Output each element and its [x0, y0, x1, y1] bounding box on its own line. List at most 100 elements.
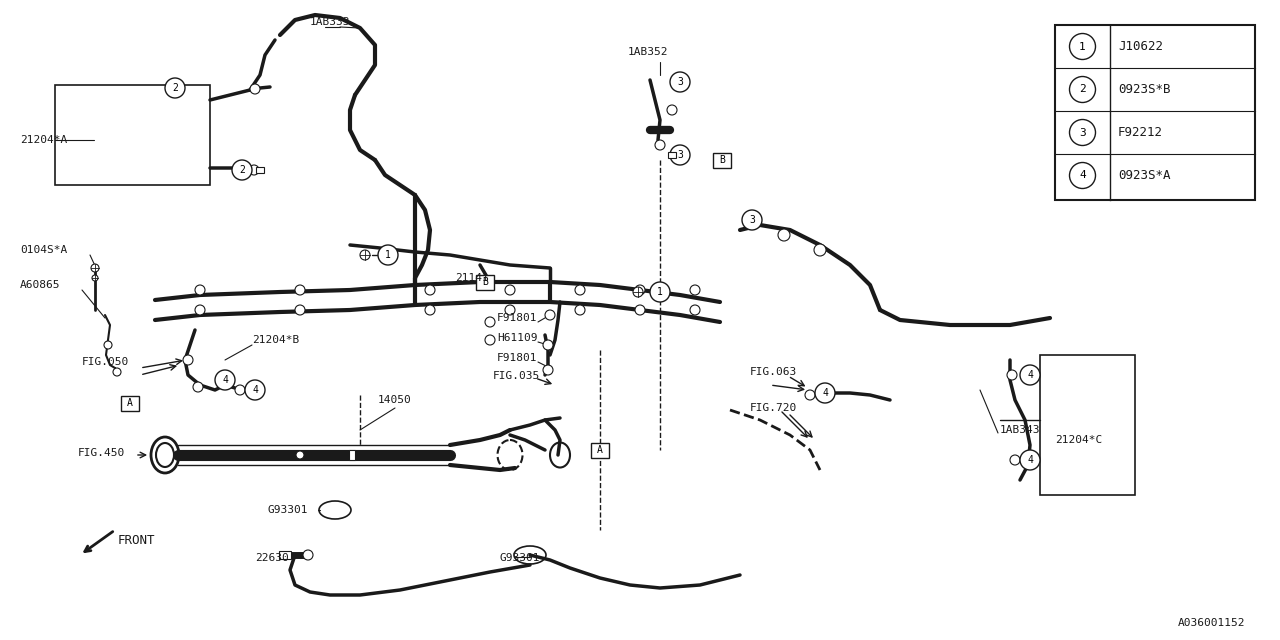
Circle shape [543, 340, 553, 350]
Text: 2: 2 [1079, 84, 1085, 95]
Circle shape [805, 390, 815, 400]
Circle shape [1070, 120, 1096, 145]
Text: 2: 2 [239, 165, 244, 175]
Circle shape [575, 285, 585, 295]
Circle shape [425, 305, 435, 315]
Text: H61109: H61109 [497, 333, 538, 343]
Text: 22630: 22630 [255, 553, 289, 563]
Circle shape [378, 245, 398, 265]
Circle shape [294, 285, 305, 295]
Circle shape [690, 285, 700, 295]
Text: 14050: 14050 [378, 395, 412, 405]
Text: A036001152: A036001152 [1178, 618, 1245, 628]
Circle shape [669, 72, 690, 92]
Bar [279, 551, 291, 559]
Text: 1AB352: 1AB352 [628, 47, 668, 57]
Circle shape [183, 355, 193, 365]
Circle shape [250, 84, 260, 94]
Text: 4: 4 [822, 388, 828, 398]
Circle shape [635, 305, 645, 315]
Text: 1: 1 [1079, 42, 1085, 51]
Circle shape [193, 382, 204, 392]
Bar [55, 85, 210, 185]
Circle shape [1010, 455, 1020, 465]
Circle shape [425, 285, 435, 295]
Text: 3: 3 [677, 77, 684, 87]
Text: 3: 3 [677, 150, 684, 160]
Circle shape [635, 285, 645, 295]
Bar [476, 275, 494, 289]
Text: B: B [483, 277, 488, 287]
Text: 3: 3 [749, 215, 755, 225]
Circle shape [1070, 33, 1096, 60]
Bar [668, 152, 676, 158]
Circle shape [575, 305, 585, 315]
Text: 3: 3 [1079, 127, 1085, 138]
Circle shape [236, 385, 244, 395]
Text: 4: 4 [221, 375, 228, 385]
Text: 1AB343: 1AB343 [1000, 425, 1041, 435]
Circle shape [165, 78, 186, 98]
Bar [349, 450, 355, 460]
Circle shape [506, 285, 515, 295]
Text: FIG.063: FIG.063 [750, 367, 797, 377]
Text: 21141: 21141 [454, 273, 489, 283]
Circle shape [667, 105, 677, 115]
Text: FIG.035: FIG.035 [493, 371, 540, 381]
Circle shape [545, 310, 556, 320]
Text: 4: 4 [1027, 370, 1033, 380]
Circle shape [1070, 163, 1096, 189]
Circle shape [1020, 450, 1039, 470]
Bar [122, 396, 140, 410]
Text: 0923S*B: 0923S*B [1117, 83, 1170, 96]
Circle shape [814, 244, 826, 256]
Circle shape [655, 140, 666, 150]
Circle shape [485, 317, 495, 327]
Text: 1AB333: 1AB333 [310, 17, 351, 27]
Bar [256, 167, 264, 173]
Text: FRONT: FRONT [118, 534, 155, 547]
Text: 1: 1 [657, 287, 663, 297]
Circle shape [485, 335, 495, 345]
Text: F91801: F91801 [497, 313, 538, 323]
Text: A: A [127, 398, 133, 408]
Circle shape [250, 165, 259, 175]
Text: FIG.720: FIG.720 [750, 403, 797, 413]
Text: F91801: F91801 [497, 353, 538, 363]
Text: F92212: F92212 [1117, 126, 1164, 139]
Circle shape [244, 380, 265, 400]
Text: FIG.450: FIG.450 [78, 448, 125, 458]
Circle shape [91, 264, 99, 272]
Text: 1: 1 [385, 250, 390, 260]
Bar [591, 442, 609, 458]
Circle shape [104, 341, 113, 349]
Circle shape [215, 370, 236, 390]
Text: G93301: G93301 [500, 553, 540, 563]
Circle shape [815, 383, 835, 403]
Text: 4: 4 [1027, 455, 1033, 465]
Text: 21204*B: 21204*B [252, 335, 300, 345]
Circle shape [195, 305, 205, 315]
Circle shape [1007, 370, 1018, 380]
Circle shape [303, 550, 314, 560]
Circle shape [92, 275, 99, 281]
Circle shape [742, 210, 762, 230]
Text: FIG.050: FIG.050 [82, 357, 129, 367]
Circle shape [634, 287, 643, 297]
Text: J10622: J10622 [1117, 40, 1164, 53]
Text: 2: 2 [172, 83, 178, 93]
Text: 21204*C: 21204*C [1055, 435, 1102, 445]
Text: A60865: A60865 [20, 280, 60, 290]
Text: G93301: G93301 [268, 505, 308, 515]
Bar [1039, 355, 1135, 495]
Circle shape [690, 305, 700, 315]
Circle shape [1020, 365, 1039, 385]
Text: 0104S*A: 0104S*A [20, 245, 68, 255]
Text: 21204*A: 21204*A [20, 135, 68, 145]
Text: A: A [596, 445, 603, 455]
Circle shape [360, 250, 370, 260]
Circle shape [506, 305, 515, 315]
Text: B: B [719, 155, 724, 165]
Circle shape [1070, 77, 1096, 102]
Text: 4: 4 [1079, 170, 1085, 180]
